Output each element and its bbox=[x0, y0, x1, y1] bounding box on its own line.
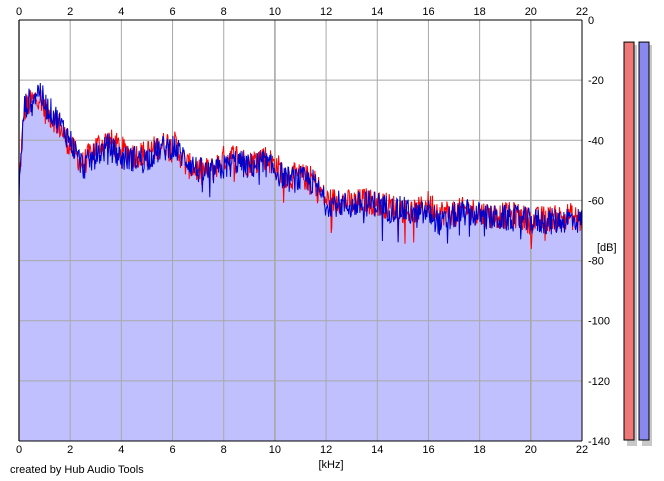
credit-text: created by Hub Audio Tools bbox=[10, 464, 144, 476]
x-tick-label: 12 bbox=[320, 444, 332, 456]
y-tick-label: -140 bbox=[588, 436, 610, 448]
x-tick-label-top: 4 bbox=[118, 6, 124, 18]
x-tick-label-top: 6 bbox=[169, 6, 175, 18]
y-tick-label: 0 bbox=[588, 15, 594, 27]
x-tick-label: 22 bbox=[576, 444, 588, 456]
x-tick-label: 18 bbox=[474, 444, 486, 456]
x-tick-label-top: 14 bbox=[371, 6, 383, 18]
y-tick-label: -80 bbox=[588, 256, 604, 268]
x-tick-label: 8 bbox=[221, 444, 227, 456]
x-tick-label-top: 18 bbox=[474, 6, 486, 18]
y-tick-label: -40 bbox=[588, 135, 604, 147]
level-meter-bar bbox=[638, 41, 650, 441]
series-lines bbox=[18, 82, 583, 250]
y-tick-label: -100 bbox=[588, 316, 610, 328]
y-tick-label: -120 bbox=[588, 376, 610, 388]
tick-labels: 002244668810101212141416161818202022220-… bbox=[16, 6, 610, 456]
x-tick-label-top: 8 bbox=[221, 6, 227, 18]
x-tick-label: 14 bbox=[371, 444, 383, 456]
x-tick-label: 10 bbox=[269, 444, 281, 456]
x-tick-label-top: 12 bbox=[320, 6, 332, 18]
axes bbox=[18, 19, 583, 442]
y-tick-label: -20 bbox=[588, 75, 604, 87]
y-axis-label: [dB] bbox=[597, 242, 617, 254]
y-tick-label: -60 bbox=[588, 195, 604, 207]
spectrum-fill bbox=[19, 83, 582, 441]
x-tick-label-top: 16 bbox=[422, 6, 434, 18]
x-tick-label: 0 bbox=[16, 444, 22, 456]
x-tick-label-top: 20 bbox=[525, 6, 537, 18]
x-tick-label-top: 2 bbox=[67, 6, 73, 18]
x-tick-label-top: 0 bbox=[16, 6, 22, 18]
level-meter-bar bbox=[623, 41, 635, 441]
x-tick-label-top: 22 bbox=[576, 6, 588, 18]
spectrum-area bbox=[19, 83, 582, 441]
x-tick-label: 16 bbox=[422, 444, 434, 456]
x-tick-label: 20 bbox=[525, 444, 537, 456]
level-meters bbox=[623, 41, 652, 447]
x-tick-label: 6 bbox=[169, 444, 175, 456]
x-tick-label: 4 bbox=[118, 444, 124, 456]
x-axis-label: [kHz] bbox=[318, 459, 343, 471]
x-tick-label: 2 bbox=[67, 444, 73, 456]
x-tick-label-top: 10 bbox=[269, 6, 281, 18]
series-line bbox=[18, 82, 583, 244]
